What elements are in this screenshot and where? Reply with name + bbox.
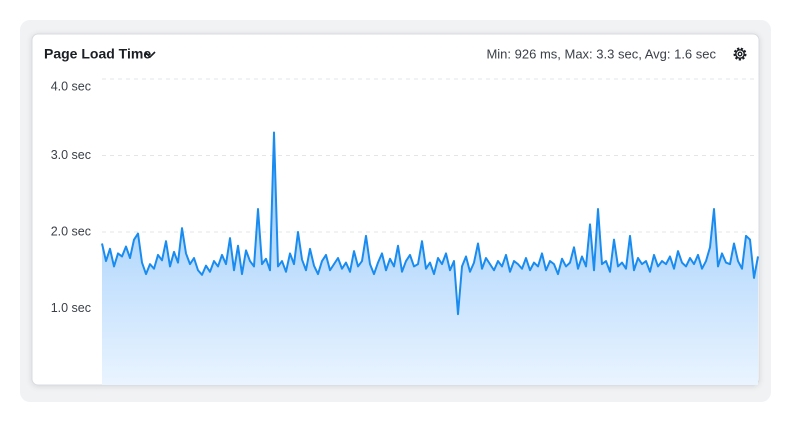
plot-area: 1.0 sec 2.0 sec 3.0 sec 4.0 sec <box>51 78 759 385</box>
y-tick-label: 4.0 sec <box>51 79 91 93</box>
y-tick-label: 2.0 sec <box>51 224 91 238</box>
line <box>101 131 759 316</box>
settings-icon[interactable] <box>733 47 747 61</box>
summary-stats: Min: 926 ms, Max: 3.3 sec, Avg: 1.6 sec <box>486 46 716 61</box>
y-tick-label: 1.0 sec <box>51 301 91 315</box>
dropdown-chevron[interactable] <box>144 51 156 59</box>
chart-title[interactable]: Page Load Time <box>44 46 151 62</box>
y-tick-label: 3.0 sec <box>51 148 91 162</box>
area-fill <box>102 132 758 385</box>
